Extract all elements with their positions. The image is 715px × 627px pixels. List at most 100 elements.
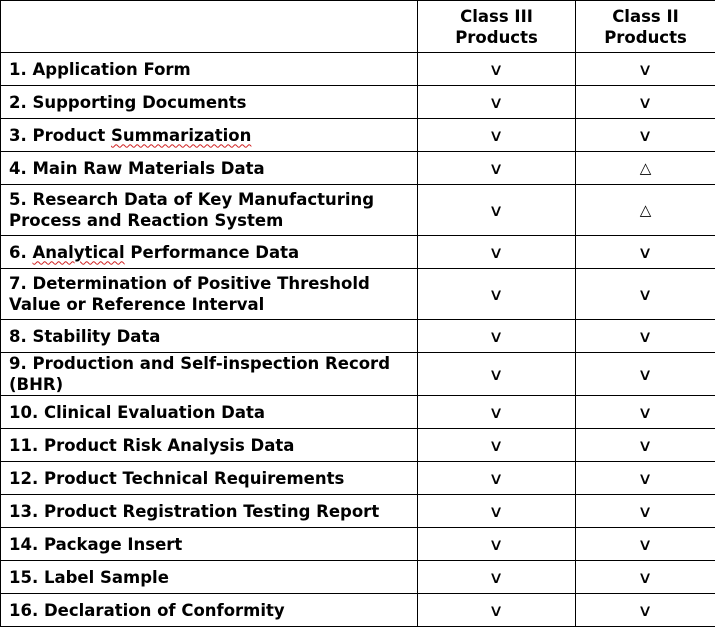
row-label-pre: 3. Product — [9, 126, 111, 145]
row-label: 3. Product Summarization — [1, 119, 418, 152]
class2-mark: ∨ — [576, 561, 715, 594]
table-row: 6. Analytical Performance Data ∨ ∨ — [1, 236, 715, 269]
class3-mark: ∨ — [418, 429, 576, 462]
class2-mark: ∨ — [576, 594, 715, 627]
check-mark: ∨ — [489, 326, 504, 347]
table-row: 13. Product Registration Testing Report … — [1, 495, 715, 528]
class3-mark: ∨ — [418, 528, 576, 561]
triangle-mark: △ — [640, 200, 652, 221]
check-mark: ∨ — [489, 567, 504, 588]
check-mark: ∨ — [638, 125, 653, 146]
table-row: 11. Product Risk Analysis Data ∨ ∨ — [1, 429, 715, 462]
class2-mark: ∨ — [576, 353, 715, 396]
table-row: 7. Determination of Positive Threshold V… — [1, 269, 715, 320]
class3-mark: ∨ — [418, 269, 576, 320]
check-mark: ∨ — [638, 600, 653, 621]
check-mark: ∨ — [489, 435, 504, 456]
class2-mark: ∨ — [576, 119, 715, 152]
check-mark: ∨ — [489, 92, 504, 113]
class3-mark: ∨ — [418, 495, 576, 528]
check-mark: ∨ — [489, 242, 504, 263]
check-mark: ∨ — [638, 59, 653, 80]
class2-mark: ∨ — [576, 396, 715, 429]
class2-mark: ∨ — [576, 320, 715, 353]
check-mark: ∨ — [638, 501, 653, 522]
header-class2-line1: Class II — [576, 6, 715, 27]
class3-mark: ∨ — [418, 236, 576, 269]
check-mark: ∨ — [489, 364, 504, 385]
row-label: 5. Research Data of Key Manufacturing Pr… — [1, 185, 418, 236]
class3-mark: ∨ — [418, 396, 576, 429]
table-row: 2. Supporting Documents ∨ ∨ — [1, 86, 715, 119]
header-class2-line2: Products — [576, 27, 715, 48]
check-mark: ∨ — [638, 284, 653, 305]
check-mark: ∨ — [489, 284, 504, 305]
check-mark: ∨ — [638, 242, 653, 263]
check-mark: ∨ — [489, 200, 504, 221]
class2-mark: △ — [576, 152, 715, 185]
class3-mark: ∨ — [418, 152, 576, 185]
check-mark: ∨ — [638, 435, 653, 456]
row-label-pre: 6. — [9, 243, 33, 262]
class3-mark: ∨ — [418, 320, 576, 353]
class3-mark: ∨ — [418, 185, 576, 236]
table-row: 14. Package Insert ∨ ∨ — [1, 528, 715, 561]
check-mark: ∨ — [638, 402, 653, 423]
check-mark: ∨ — [638, 326, 653, 347]
check-mark: ∨ — [638, 468, 653, 489]
header-item-column — [1, 1, 418, 53]
table-row: 3. Product Summarization ∨ ∨ — [1, 119, 715, 152]
class2-mark: ∨ — [576, 236, 715, 269]
class3-mark: ∨ — [418, 353, 576, 396]
row-label: 6. Analytical Performance Data — [1, 236, 418, 269]
header-class3-line2: Products — [418, 27, 575, 48]
row-label: 2. Supporting Documents — [1, 86, 418, 119]
row-label-spellcheck-word: Analytical — [33, 243, 125, 262]
class3-mark: ∨ — [418, 462, 576, 495]
table-row: 9. Production and Self-inspection Record… — [1, 353, 715, 396]
row-label: 4. Main Raw Materials Data — [1, 152, 418, 185]
row-label: 9. Production and Self-inspection Record… — [1, 353, 418, 396]
row-label: 10. Clinical Evaluation Data — [1, 396, 418, 429]
table-row: 12. Product Technical Requirements ∨ ∨ — [1, 462, 715, 495]
table-row: 10. Clinical Evaluation Data ∨ ∨ — [1, 396, 715, 429]
check-mark: ∨ — [489, 125, 504, 146]
check-mark: ∨ — [489, 501, 504, 522]
table-row: 1. Application Form ∨ ∨ — [1, 53, 715, 86]
class3-mark: ∨ — [418, 86, 576, 119]
check-mark: ∨ — [638, 567, 653, 588]
class2-mark: ∨ — [576, 528, 715, 561]
class2-mark: △ — [576, 185, 715, 236]
check-mark: ∨ — [489, 59, 504, 80]
check-mark: ∨ — [638, 364, 653, 385]
check-mark: ∨ — [489, 402, 504, 423]
header-class2-products: Class II Products — [576, 1, 715, 53]
class2-mark: ∨ — [576, 462, 715, 495]
table-row: 16. Declaration of Conformity ∨ ∨ — [1, 594, 715, 627]
class2-mark: ∨ — [576, 269, 715, 320]
row-label: 12. Product Technical Requirements — [1, 462, 418, 495]
triangle-mark: △ — [640, 158, 652, 179]
row-label: 1. Application Form — [1, 53, 418, 86]
class3-mark: ∨ — [418, 561, 576, 594]
check-mark: ∨ — [489, 600, 504, 621]
row-label: 16. Declaration of Conformity — [1, 594, 418, 627]
row-label: 13. Product Registration Testing Report — [1, 495, 418, 528]
table-row: 15. Label Sample ∨ ∨ — [1, 561, 715, 594]
row-label: 11. Product Risk Analysis Data — [1, 429, 418, 462]
row-label: 7. Determination of Positive Threshold V… — [1, 269, 418, 320]
row-label-spellcheck-word: Summarization — [111, 126, 251, 145]
row-label: 8. Stability Data — [1, 320, 418, 353]
table-row: 5. Research Data of Key Manufacturing Pr… — [1, 185, 715, 236]
check-mark: ∨ — [489, 158, 504, 179]
header-row: Class III Products Class II Products — [1, 1, 715, 53]
row-label: 14. Package Insert — [1, 528, 418, 561]
check-mark: ∨ — [489, 468, 504, 489]
check-mark: ∨ — [489, 534, 504, 555]
class3-mark: ∨ — [418, 119, 576, 152]
header-class3-products: Class III Products — [418, 1, 576, 53]
class3-mark: ∨ — [418, 594, 576, 627]
class2-mark: ∨ — [576, 86, 715, 119]
class3-mark: ∨ — [418, 53, 576, 86]
